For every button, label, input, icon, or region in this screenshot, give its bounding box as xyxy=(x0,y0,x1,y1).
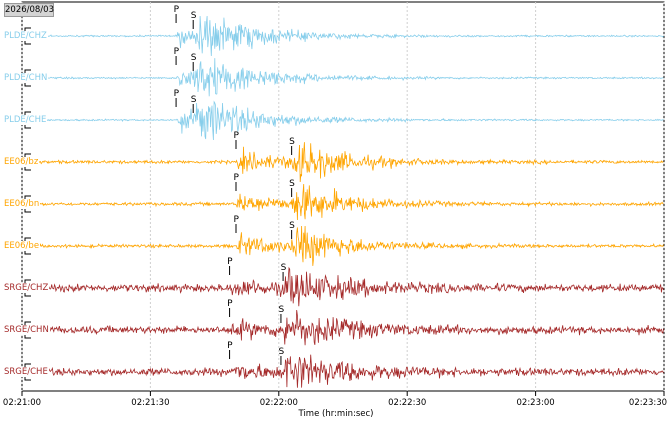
p-pick-label: P xyxy=(234,131,240,141)
channel-label: PLDE/CHN xyxy=(3,73,49,83)
date-badge: 2026/08/03 xyxy=(4,3,54,17)
channel-label: EE06/be xyxy=(3,241,41,251)
trace-srge-chz xyxy=(22,266,664,307)
channel-label: EE06/bz xyxy=(3,157,40,167)
x-tick-label: 02:22:00 xyxy=(259,398,298,408)
s-pick-label: S xyxy=(278,305,284,315)
p-pick-label: P xyxy=(234,173,240,183)
channel-label: EE06/bn xyxy=(3,199,41,209)
x-tick-label: 02:22:30 xyxy=(388,398,427,408)
s-pick-label: S xyxy=(281,263,287,273)
x-tick-label: 02:23:30 xyxy=(628,398,668,408)
x-tick-label: 02:21:00 xyxy=(2,398,42,408)
trace-srge-chn xyxy=(22,309,664,346)
x-tick-label: 02:21:30 xyxy=(131,398,170,408)
s-pick-label: S xyxy=(278,347,284,357)
p-pick-label: P xyxy=(174,5,180,15)
trace-ee06-bz xyxy=(22,142,664,183)
plot-frame xyxy=(21,1,665,392)
x-tick-label: 02:23:00 xyxy=(516,398,555,408)
channel-label: SRGE/CHE xyxy=(3,367,49,377)
trace-plde-chn xyxy=(22,58,664,97)
p-pick-label: P xyxy=(227,257,233,267)
s-pick-label: S xyxy=(289,179,295,189)
p-pick-label: P xyxy=(234,215,240,225)
trace-ee06-bn xyxy=(22,183,664,221)
trace-srge-che xyxy=(22,354,664,388)
channel-label: SRGE/CHZ xyxy=(3,283,50,293)
p-pick-label: P xyxy=(227,341,233,351)
s-pick-label: S xyxy=(289,137,295,147)
s-pick-label: S xyxy=(191,95,197,105)
channel-label: PLDE/CHE xyxy=(3,115,48,125)
x-axis-title: Time (hr:min:sec) xyxy=(298,409,374,419)
trace-plde-chz xyxy=(22,15,664,57)
s-pick-label: S xyxy=(191,11,197,21)
trace-ee06-be xyxy=(22,225,664,266)
p-pick-label: P xyxy=(174,47,180,57)
channel-label: PLDE/CHZ xyxy=(3,31,48,41)
channel-label: SRGE/CHN xyxy=(3,325,50,335)
p-pick-label: P xyxy=(174,89,180,99)
trace-plde-che xyxy=(22,100,664,141)
p-pick-label: P xyxy=(227,299,233,309)
s-pick-label: S xyxy=(289,221,295,231)
s-pick-label: S xyxy=(191,53,197,63)
